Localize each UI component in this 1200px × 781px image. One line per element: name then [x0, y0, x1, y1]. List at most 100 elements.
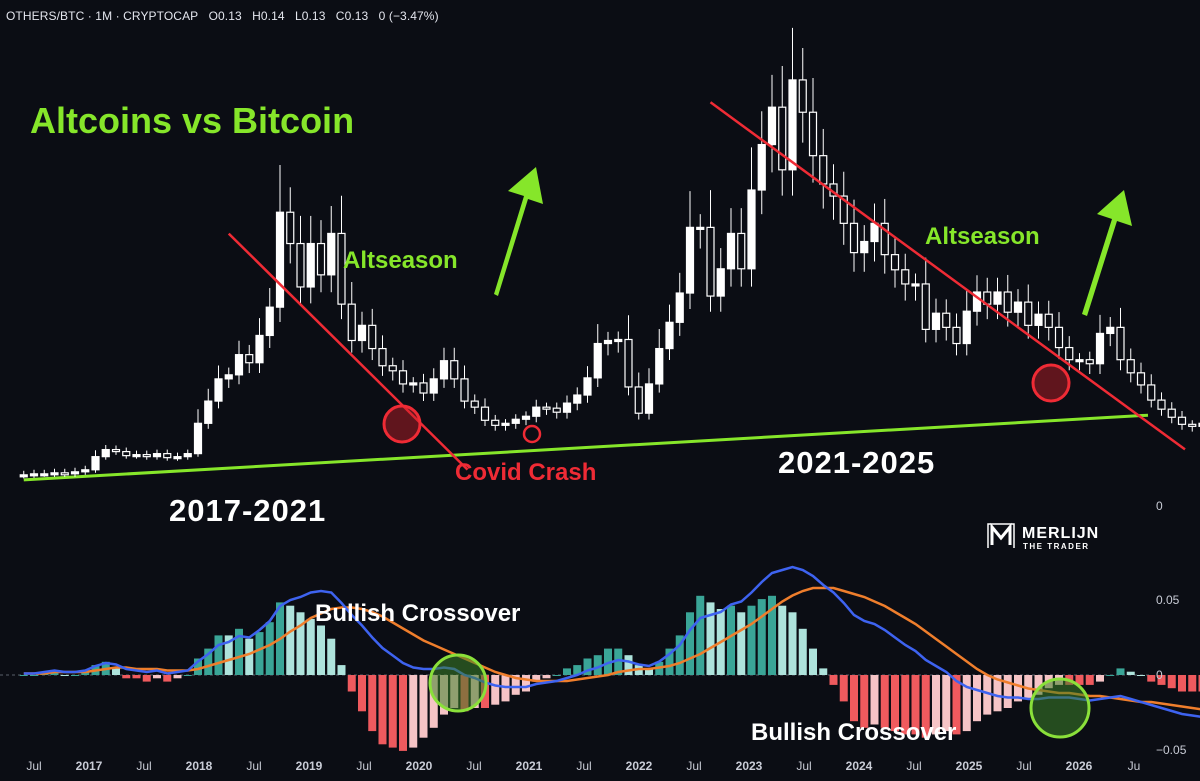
- candle-body: [849, 222, 859, 254]
- candle-body: [593, 342, 602, 379]
- macd-histogram-bar: [194, 658, 202, 675]
- candle-body: [50, 472, 59, 476]
- time-axis-tick-label: Jul: [686, 759, 701, 773]
- macd-histogram-bar: [942, 675, 951, 732]
- candle-body: [450, 360, 459, 380]
- candle-body: [573, 394, 582, 404]
- macd-histogram-bar: [973, 675, 981, 722]
- candle-body: [952, 326, 961, 345]
- candle-body: [419, 382, 428, 394]
- candle-body: [1054, 326, 1064, 349]
- macd-histogram-bar: [1157, 675, 1166, 685]
- candle-body: [60, 472, 69, 476]
- candle-body: [1095, 332, 1105, 365]
- candle-body: [286, 211, 295, 245]
- candle-body: [521, 415, 531, 420]
- macd-histogram-bar: [1188, 675, 1197, 692]
- candle-body: [316, 242, 326, 276]
- candle-body: [204, 400, 213, 424]
- bullish-crossover-circle-2020: [428, 653, 488, 713]
- candle-body: [788, 79, 797, 171]
- candle-body: [808, 111, 818, 157]
- candle-body: [921, 283, 930, 330]
- macd-histogram-bar: [112, 668, 120, 675]
- macd-histogram-bar: [1014, 675, 1022, 702]
- macd-histogram-bar: [306, 618, 315, 675]
- macd-histogram-bar: [880, 675, 889, 728]
- macd-histogram-bar: [552, 675, 561, 676]
- chart-title: Altcoins vs Bitcoin: [30, 100, 354, 141]
- time-axis-tick-label: 2018: [186, 759, 213, 773]
- macd-histogram-bar: [347, 675, 356, 692]
- macd-histogram-bar: [71, 675, 79, 676]
- candle-body: [101, 448, 110, 458]
- candle-body: [255, 334, 264, 364]
- candle-body: [819, 155, 828, 185]
- support-trendline: [23, 413, 1149, 482]
- candle-body: [337, 232, 346, 305]
- macd-histogram-bar: [593, 655, 602, 675]
- candle-body: [470, 400, 479, 408]
- macd-histogram-bar: [1003, 675, 1012, 708]
- macd-histogram-bar: [409, 675, 418, 748]
- candle-body: [532, 406, 541, 417]
- macd-histogram-bar: [286, 605, 295, 675]
- candle-body: [409, 382, 418, 386]
- candle-body: [439, 360, 449, 380]
- candle-body: [890, 254, 900, 271]
- macd-histogram-bar: [337, 665, 346, 675]
- time-axis-tick-label: Jul: [1016, 759, 1031, 773]
- covid-crash-circle: [522, 424, 542, 444]
- candle-body: [1136, 372, 1146, 386]
- macd-histogram-bar: [491, 675, 500, 705]
- candle-body: [152, 453, 162, 458]
- macd-histogram-bar: [1106, 675, 1115, 676]
- macd-histogram-bar: [583, 658, 592, 675]
- candle-body: [511, 418, 520, 424]
- macd-histogram-bar: [19, 675, 28, 676]
- candle-body: [798, 79, 807, 113]
- macd-histogram-bar: [952, 675, 961, 735]
- candle-body: [931, 312, 941, 330]
- candle-body: [275, 211, 285, 308]
- candle-body: [1085, 359, 1094, 365]
- macd-histogram-bar: [255, 632, 264, 675]
- candle-body: [993, 291, 1002, 305]
- ohlc-high: H0.14: [252, 9, 285, 23]
- candle-body: [747, 189, 756, 270]
- candle-body: [1188, 423, 1197, 427]
- macd-histogram-bar: [932, 675, 940, 735]
- bullish-crossover-label-bottom: Bullish Crossover: [751, 719, 956, 746]
- macd-histogram-bar: [1075, 675, 1084, 685]
- candle-body: [327, 232, 336, 276]
- time-axis-tick-label: 2020: [406, 759, 433, 773]
- macd-histogram-bar: [757, 599, 766, 675]
- candle-body: [19, 474, 28, 478]
- candle-body: [296, 242, 305, 288]
- covid-crash-label: Covid Crash: [455, 459, 596, 486]
- macd-histogram-bar: [511, 675, 520, 695]
- ohlc-change: 0 (−3.47%): [378, 9, 439, 23]
- candle-body: [962, 310, 971, 345]
- resistance-trendlines: [227, 101, 1186, 471]
- time-axis-tick-label: 2026: [1066, 759, 1093, 773]
- candle-body: [942, 312, 951, 328]
- macd-histogram-bar: [399, 675, 407, 751]
- macd-histogram-bar: [50, 671, 59, 675]
- merlijn-logo: MERLIJN THE TRADER: [987, 522, 1098, 551]
- macd-histogram-bar: [1096, 675, 1104, 682]
- time-axis-tick-label: Jul: [136, 759, 151, 773]
- resistance-trendline-2: [709, 101, 1186, 451]
- candle-body: [634, 386, 643, 414]
- candle-body: [163, 453, 172, 459]
- macd-histogram-bar: [296, 612, 305, 675]
- macd-histogram-bar: [214, 635, 223, 675]
- candle-body: [706, 226, 715, 297]
- cycle-label-2017-2021: 2017-2021: [169, 493, 326, 528]
- candle-body: [429, 378, 438, 394]
- candle-body: [1177, 416, 1187, 425]
- candle-body: [70, 471, 80, 475]
- macd-histogram-bar: [183, 675, 192, 676]
- time-axis-tick-label: 2023: [736, 759, 763, 773]
- candle-body: [675, 292, 684, 323]
